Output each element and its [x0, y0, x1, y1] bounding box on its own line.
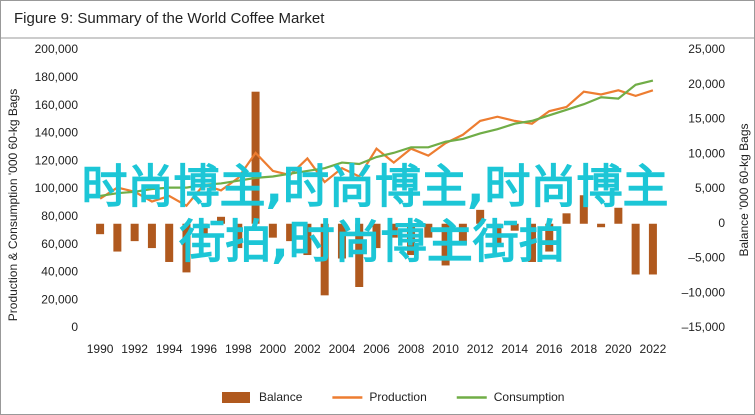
bar — [286, 223, 295, 242]
x-tick-label: 2002 — [294, 342, 321, 356]
legend-label: Consumption — [494, 390, 565, 404]
bar — [234, 223, 243, 249]
bar — [147, 223, 156, 249]
y-tick-label: 40,000 — [41, 265, 78, 279]
bar — [579, 195, 588, 224]
legend-label: Balance — [259, 390, 303, 404]
bar — [407, 223, 416, 256]
bar — [320, 223, 329, 296]
bar — [562, 213, 571, 224]
x-tick-label: 2014 — [501, 342, 528, 356]
y-axis-title: Production & Consumption '000 60-kg Bags — [6, 89, 20, 321]
bar — [389, 223, 398, 238]
bar — [199, 223, 208, 235]
x-tick-label: 1996 — [190, 342, 217, 356]
y-tick-label: 20,000 — [41, 292, 78, 306]
y-tick-label: 0 — [71, 320, 78, 334]
bar — [648, 223, 657, 275]
x-tick-label: 2004 — [329, 342, 356, 356]
y-tick-label: 140,000 — [35, 126, 79, 140]
bar — [251, 91, 260, 224]
bar — [303, 223, 312, 256]
bar — [217, 216, 226, 224]
bar — [631, 223, 640, 275]
bar — [182, 223, 191, 273]
watermark: 时尚博主,时尚博主,时尚博主 — [82, 160, 669, 214]
line — [99, 89, 654, 208]
bar — [130, 223, 139, 242]
y2-tick-label: 0 — [718, 216, 725, 230]
bar — [614, 207, 623, 224]
bar — [597, 223, 606, 228]
bar — [113, 223, 122, 252]
watermark: 街拍,时尚博主街拍 — [178, 215, 564, 269]
bar — [268, 223, 277, 238]
y-tick-label: 100,000 — [35, 181, 79, 195]
y2-tick-label: 10,000 — [688, 146, 725, 160]
bar — [337, 223, 346, 259]
x-tick-label: 2016 — [536, 342, 563, 356]
x-tick-label: 2006 — [363, 342, 390, 356]
y2-tick-label: 15,000 — [688, 112, 725, 126]
bar — [476, 209, 485, 224]
line — [99, 79, 654, 198]
y2-tick-label: 20,000 — [688, 77, 725, 91]
x-tick-label: 2012 — [467, 342, 494, 356]
y-tick-label: 200,000 — [35, 42, 79, 56]
x-tick-label: 2022 — [640, 342, 667, 356]
y-tick-label: 60,000 — [41, 237, 78, 251]
x-tick-label: 2020 — [605, 342, 632, 356]
bar — [527, 223, 536, 262]
bar — [545, 223, 554, 252]
bar — [165, 223, 174, 262]
y2-tick-label: –10,000 — [682, 285, 726, 299]
bar — [510, 223, 519, 231]
x-tick-label: 1994 — [156, 342, 183, 356]
bar — [458, 223, 467, 245]
bar — [96, 223, 105, 235]
bar — [372, 223, 381, 249]
y2-tick-label: –15,000 — [682, 320, 726, 334]
bar — [441, 223, 450, 266]
chart-title: Figure 9: Summary of the World Coffee Ma… — [14, 10, 325, 27]
x-tick-label: 1990 — [87, 342, 114, 356]
x-tick-label: 2018 — [570, 342, 597, 356]
x-tick-label: 1992 — [121, 342, 148, 356]
y2-tick-label: 25,000 — [688, 42, 725, 56]
x-tick-label: 2000 — [259, 342, 286, 356]
legend-label: Production — [369, 390, 426, 404]
x-tick-label: 2008 — [398, 342, 425, 356]
legend-swatch — [222, 392, 250, 403]
y-tick-label: 80,000 — [41, 209, 78, 223]
x-tick-label: 2010 — [432, 342, 459, 356]
x-tick-label: 1998 — [225, 342, 252, 356]
y2-axis-title: Balance '000 60-kg Bags — [737, 123, 751, 256]
y-tick-label: 120,000 — [35, 153, 79, 167]
y-tick-label: 160,000 — [35, 98, 79, 112]
y2-tick-label: 5,000 — [695, 181, 725, 195]
y2-tick-label: –5,000 — [688, 251, 725, 265]
bar — [493, 223, 502, 245]
y-tick-label: 180,000 — [35, 70, 79, 84]
bar — [355, 223, 364, 287]
bar — [424, 223, 433, 238]
